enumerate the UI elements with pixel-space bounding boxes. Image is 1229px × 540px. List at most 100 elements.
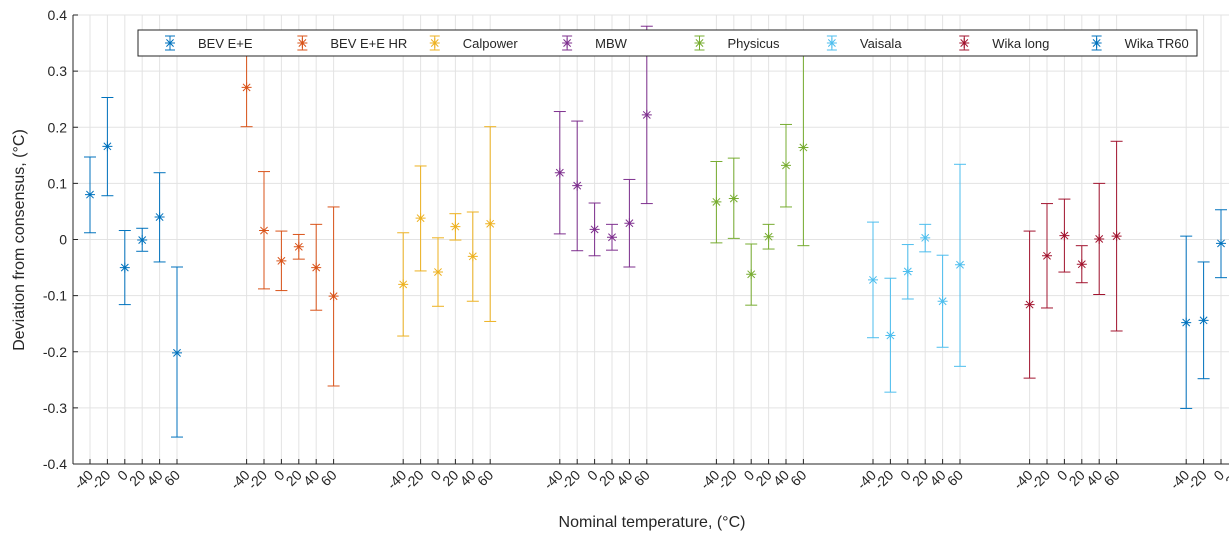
y-tick-label: 0.4 — [48, 7, 68, 23]
data-point — [885, 330, 896, 341]
y-tick-label: -0.3 — [43, 400, 67, 416]
x-tick-label: -20 — [714, 467, 740, 493]
data-point — [85, 189, 95, 200]
legend-entry: Vaisala — [826, 35, 902, 51]
legend-entry: Physicus — [694, 35, 781, 51]
legend-entry: MBW — [562, 35, 628, 51]
x-tick-label: -20 — [401, 467, 427, 493]
legend-label: Physicus — [728, 36, 781, 51]
data-point — [450, 221, 461, 232]
data-point — [433, 267, 443, 278]
data-point — [641, 109, 652, 120]
data-point — [781, 160, 791, 171]
y-tick-label: -0.1 — [43, 288, 67, 304]
data-point — [415, 213, 426, 224]
data-point — [728, 193, 739, 204]
data-point — [554, 167, 565, 178]
data-series — [84, 25, 1227, 438]
data-point — [1216, 238, 1226, 249]
legend-label: MBW — [595, 36, 628, 51]
y-tick-label: 0.1 — [48, 175, 68, 191]
x-tick-label: 60 — [787, 467, 809, 489]
legend-marker — [562, 38, 573, 48]
data-point — [937, 296, 948, 307]
legend-marker — [165, 38, 175, 48]
data-point — [1042, 250, 1052, 261]
x-tick-label: -20 — [244, 467, 270, 493]
legend-marker — [297, 38, 308, 48]
x-tick-label: 60 — [474, 467, 496, 489]
x-tick-label: 60 — [161, 467, 183, 489]
data-point — [624, 218, 635, 229]
data-point — [746, 269, 757, 280]
x-tick-label: 20 — [1222, 467, 1229, 489]
x-tick-label: 60 — [317, 467, 339, 489]
legend-label: Vaisala — [860, 36, 902, 51]
x-tick-label: 60 — [944, 467, 966, 489]
data-point — [902, 266, 913, 277]
legend-entry: Calpower — [429, 35, 519, 51]
data-point — [154, 212, 165, 223]
data-point — [119, 262, 130, 273]
legend-label: Wika long — [992, 36, 1049, 51]
legend-entry: BEV E+E — [165, 35, 253, 51]
x-axis-title: Nominal temperature, (°C) — [559, 514, 746, 531]
legend-marker — [1091, 38, 1102, 48]
legend-entry: Wika long — [959, 35, 1049, 51]
series-group — [867, 163, 966, 393]
legend-label: BEV E+E HR — [330, 36, 407, 51]
legend-entry: BEV E+E HR — [297, 35, 407, 51]
data-point — [1076, 259, 1087, 270]
data-point — [955, 259, 965, 270]
data-point — [276, 255, 287, 266]
legend-marker — [826, 38, 837, 48]
data-point — [711, 196, 722, 207]
legend-label: BEV E+E — [198, 36, 253, 51]
legend-label: Wika TR60 — [1125, 36, 1189, 51]
legend-marker — [694, 38, 705, 48]
y-tick-label: -0.2 — [43, 344, 67, 360]
x-tick-label: -20 — [871, 467, 897, 493]
data-point — [1111, 231, 1122, 242]
series-group — [397, 126, 497, 337]
data-point — [589, 224, 600, 235]
series-group — [1180, 209, 1227, 409]
x-tick-label: -20 — [1027, 467, 1053, 493]
data-point — [1198, 315, 1209, 326]
data-point — [311, 262, 322, 273]
data-point — [467, 251, 478, 262]
x-tick-label: -20 — [88, 467, 114, 493]
series-group — [1023, 140, 1123, 379]
data-point — [572, 180, 583, 191]
legend-marker — [429, 38, 440, 48]
legend-entry: Wika TR60 — [1091, 35, 1189, 51]
x-tick-label: 60 — [1100, 467, 1122, 489]
legend-box — [137, 29, 1198, 57]
data-point — [1059, 230, 1070, 241]
data-point — [398, 279, 409, 290]
data-point — [259, 225, 269, 236]
x-tick-label: -20 — [558, 467, 584, 493]
y-tick-label: 0.3 — [48, 63, 68, 79]
data-point — [920, 232, 931, 243]
data-point — [868, 274, 878, 285]
data-point — [607, 232, 617, 243]
data-point — [485, 218, 496, 229]
data-point — [328, 291, 339, 302]
data-point — [798, 142, 809, 153]
x-tick-label: 60 — [631, 467, 653, 489]
data-point — [172, 347, 182, 358]
data-point — [1094, 233, 1105, 244]
data-point — [763, 231, 774, 242]
grid — [73, 14, 1229, 465]
series-group — [553, 25, 653, 268]
legend-label: Calpower — [463, 36, 519, 51]
series-group — [84, 97, 183, 438]
legend: BEV E+E BEV E+E HR Calpower MBW Physicus Vais… — [137, 29, 1198, 57]
y-tick-label: 0.2 — [48, 119, 68, 135]
x-tick-label: -20 — [1184, 467, 1210, 493]
data-point — [1024, 299, 1035, 310]
y-tick-label: 0 — [59, 232, 67, 248]
data-point — [137, 235, 148, 246]
